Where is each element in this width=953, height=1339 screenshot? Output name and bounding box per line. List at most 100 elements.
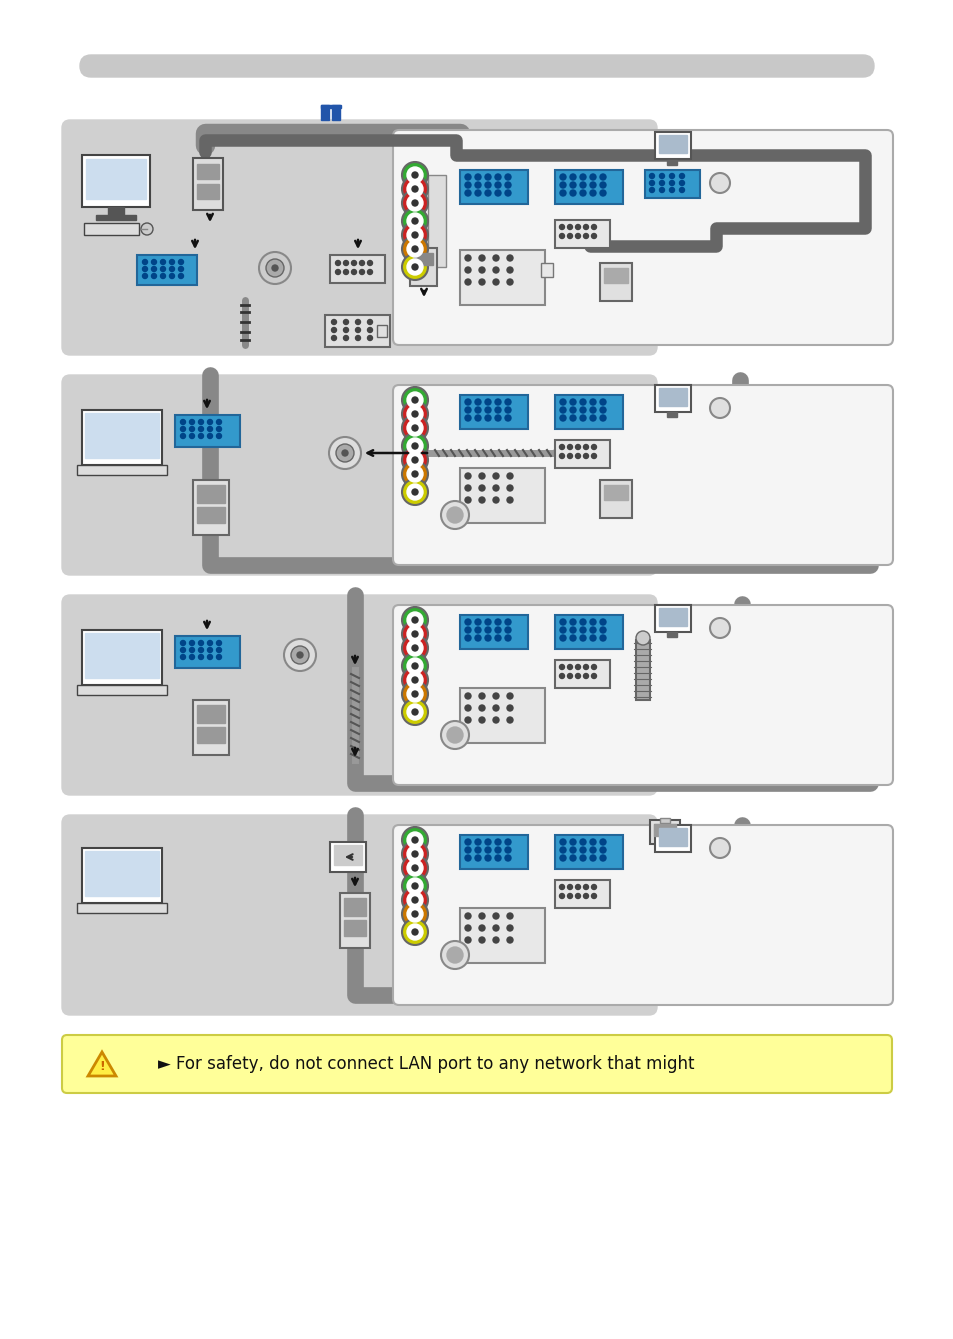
Circle shape — [559, 840, 565, 845]
Circle shape — [198, 434, 203, 438]
Bar — [555, 441, 609, 469]
Circle shape — [579, 399, 585, 404]
Circle shape — [401, 190, 428, 216]
Circle shape — [569, 619, 576, 625]
Circle shape — [412, 929, 417, 935]
FancyBboxPatch shape — [80, 55, 873, 78]
Circle shape — [589, 848, 596, 853]
Circle shape — [401, 873, 428, 898]
Circle shape — [160, 260, 165, 265]
Circle shape — [208, 427, 213, 431]
Circle shape — [559, 848, 565, 853]
Bar — [330, 254, 385, 283]
Circle shape — [178, 273, 183, 279]
Bar — [655, 825, 690, 852]
Circle shape — [493, 279, 498, 285]
Circle shape — [559, 399, 565, 404]
Circle shape — [591, 893, 596, 898]
Circle shape — [401, 162, 428, 187]
Circle shape — [343, 328, 348, 332]
Circle shape — [412, 186, 417, 191]
Circle shape — [583, 454, 588, 458]
Circle shape — [412, 911, 417, 917]
Bar — [603, 268, 627, 283]
Circle shape — [569, 840, 576, 845]
Circle shape — [495, 174, 500, 179]
Circle shape — [343, 261, 348, 265]
Circle shape — [504, 399, 511, 404]
Circle shape — [475, 848, 480, 853]
Bar — [332, 104, 339, 121]
Circle shape — [464, 399, 471, 404]
Circle shape — [589, 190, 596, 195]
Bar — [85, 412, 159, 458]
Bar — [344, 920, 366, 936]
Bar — [655, 605, 690, 632]
Circle shape — [412, 617, 417, 623]
Circle shape — [401, 415, 428, 441]
Circle shape — [401, 856, 428, 881]
Circle shape — [407, 167, 422, 183]
Circle shape — [579, 619, 585, 625]
Circle shape — [412, 396, 417, 403]
Circle shape — [329, 437, 360, 469]
Bar — [96, 216, 136, 220]
Circle shape — [579, 840, 585, 845]
Circle shape — [160, 273, 165, 279]
Circle shape — [484, 627, 491, 633]
Circle shape — [208, 655, 213, 660]
Circle shape — [407, 907, 422, 923]
Circle shape — [412, 471, 417, 477]
Bar — [636, 640, 649, 700]
Circle shape — [272, 265, 277, 270]
Circle shape — [478, 497, 484, 503]
Circle shape — [464, 254, 471, 261]
Circle shape — [506, 279, 513, 285]
Circle shape — [478, 706, 484, 711]
Circle shape — [142, 273, 148, 279]
Circle shape — [495, 190, 500, 195]
Circle shape — [208, 648, 213, 652]
Circle shape — [569, 190, 576, 195]
Circle shape — [506, 913, 513, 919]
Circle shape — [401, 699, 428, 724]
Circle shape — [506, 485, 513, 491]
Circle shape — [575, 893, 579, 898]
Circle shape — [401, 621, 428, 647]
Bar — [196, 183, 219, 200]
Circle shape — [583, 233, 588, 238]
Circle shape — [589, 619, 596, 625]
Circle shape — [569, 399, 576, 404]
Circle shape — [464, 694, 471, 699]
Circle shape — [412, 246, 417, 252]
Circle shape — [506, 266, 513, 273]
Circle shape — [709, 619, 729, 637]
Circle shape — [407, 657, 422, 674]
Circle shape — [401, 400, 428, 427]
Circle shape — [412, 645, 417, 651]
Circle shape — [558, 674, 564, 679]
Bar — [459, 615, 527, 649]
Circle shape — [649, 181, 654, 186]
Circle shape — [216, 655, 221, 660]
Bar — [659, 388, 686, 406]
Circle shape — [484, 190, 491, 195]
Circle shape — [341, 450, 348, 457]
Circle shape — [484, 399, 491, 404]
Circle shape — [579, 407, 585, 412]
FancyBboxPatch shape — [393, 605, 892, 785]
Circle shape — [569, 848, 576, 853]
Circle shape — [506, 254, 513, 261]
Circle shape — [401, 607, 428, 633]
Circle shape — [575, 225, 579, 229]
Circle shape — [567, 893, 572, 898]
Circle shape — [216, 648, 221, 652]
Bar — [320, 104, 340, 108]
Circle shape — [412, 691, 417, 698]
Circle shape — [495, 856, 500, 861]
Circle shape — [558, 445, 564, 450]
Bar — [414, 253, 433, 265]
Circle shape — [142, 260, 148, 265]
Circle shape — [575, 233, 579, 238]
Circle shape — [475, 856, 480, 861]
